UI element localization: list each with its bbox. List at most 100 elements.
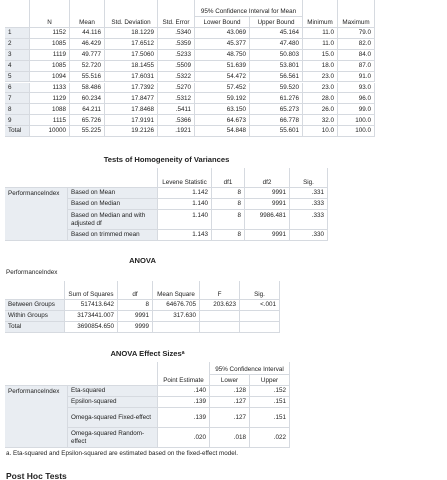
- value-cell: 9991: [118, 311, 153, 322]
- column-header: Std. Error: [158, 0, 195, 28]
- value-cell: 66.778: [250, 115, 303, 127]
- value-cell: [200, 322, 240, 333]
- row-label: 2: [5, 38, 30, 50]
- value-cell: 1129: [30, 93, 70, 105]
- value-cell: 1088: [30, 104, 70, 116]
- value-cell: <.001: [240, 300, 280, 311]
- value-cell: 48.750: [195, 49, 250, 61]
- value-cell: .5509: [158, 60, 195, 72]
- column-header: df: [118, 281, 153, 300]
- column-header: F: [200, 281, 240, 300]
- value-cell: 63.150: [195, 104, 250, 116]
- value-cell: 1.140: [158, 210, 212, 230]
- value-cell: .5340: [158, 28, 195, 39]
- value-cell: 1094: [30, 71, 70, 83]
- column-header: N: [30, 0, 70, 28]
- column-header: Mean: [70, 0, 105, 28]
- row-label: Omega-squared Random-effect: [68, 428, 158, 448]
- column-header: Sig.: [290, 168, 328, 188]
- value-cell: 84.0: [338, 49, 375, 61]
- footnote-marker: a: [181, 350, 185, 357]
- value-cell: 57.452: [195, 82, 250, 94]
- column-header: Minimum: [303, 0, 338, 28]
- value-cell: 8: [118, 300, 153, 311]
- value-cell: .151: [250, 397, 290, 408]
- value-cell: 18.0: [303, 60, 338, 72]
- value-cell: 18.1455: [105, 60, 158, 72]
- value-cell: 91.0: [338, 71, 375, 83]
- value-cell: 9986.481: [245, 210, 290, 230]
- value-cell: 60.234: [70, 93, 105, 105]
- value-cell: 43.069: [195, 28, 250, 39]
- row-label: Based on Median: [68, 199, 158, 210]
- value-cell: 100.0: [338, 115, 375, 127]
- value-cell: 50.803: [250, 49, 303, 61]
- row-label: 1: [5, 28, 30, 39]
- row-label: Total: [5, 126, 30, 137]
- value-cell: 23.0: [303, 82, 338, 94]
- value-cell: .020: [158, 428, 210, 448]
- value-cell: 1.140: [158, 199, 212, 210]
- row-label: 9: [5, 115, 30, 127]
- table-title: ANOVA Effect Sizes a: [110, 348, 185, 358]
- value-cell: [240, 322, 280, 333]
- value-cell: 56.561: [250, 71, 303, 83]
- column-header: Std. Deviation: [105, 0, 158, 28]
- value-cell: .333: [290, 199, 328, 210]
- value-cell: .1921: [158, 126, 195, 137]
- value-cell: .127: [210, 408, 250, 428]
- row-label: 8: [5, 104, 30, 116]
- column-header: df1: [212, 168, 245, 188]
- value-cell: [240, 311, 280, 322]
- value-cell: .152: [250, 386, 290, 397]
- row-label: 6: [5, 82, 30, 94]
- value-cell: 79.0: [338, 28, 375, 39]
- value-cell: .140: [158, 386, 210, 397]
- value-cell: 15.0: [303, 49, 338, 61]
- column-header: Point Estimate: [158, 362, 210, 386]
- value-cell: 64676.705: [153, 300, 200, 311]
- value-cell: 10.0: [303, 126, 338, 137]
- value-cell: 19.2126: [105, 126, 158, 137]
- value-cell: 1119: [30, 49, 70, 61]
- value-cell: .333: [290, 210, 328, 230]
- value-cell: .018: [210, 428, 250, 448]
- value-cell: 61.276: [250, 93, 303, 105]
- value-cell: 1133: [30, 82, 70, 94]
- value-cell: 17.6031: [105, 71, 158, 83]
- value-cell: .5411: [158, 104, 195, 116]
- row-label: Based on Mean: [68, 188, 158, 199]
- value-cell: .5312: [158, 93, 195, 105]
- value-cell: 1085: [30, 38, 70, 50]
- value-cell: 517413.642: [65, 300, 118, 311]
- value-cell: 87.0: [338, 60, 375, 72]
- value-cell: 65.726: [70, 115, 105, 127]
- value-cell: 54.848: [195, 126, 250, 137]
- value-cell: 45.164: [250, 28, 303, 39]
- value-cell: 82.0: [338, 38, 375, 50]
- row-label: Between Groups: [5, 300, 65, 311]
- value-cell: .151: [250, 408, 290, 428]
- value-cell: 52.720: [70, 60, 105, 72]
- value-cell: 17.7392: [105, 82, 158, 94]
- value-cell: 11.0: [303, 38, 338, 50]
- value-cell: 23.0: [303, 71, 338, 83]
- value-cell: 54.472: [195, 71, 250, 83]
- value-cell: 1152: [30, 28, 70, 39]
- column-header: Lower: [210, 375, 250, 386]
- value-cell: .5270: [158, 82, 195, 94]
- value-cell: 26.0: [303, 104, 338, 116]
- variable-label: PerformanceIndex: [5, 386, 68, 448]
- value-cell: 8: [212, 199, 245, 210]
- value-cell: 55.516: [70, 71, 105, 83]
- value-cell: 9999: [118, 322, 153, 333]
- value-cell: 51.639: [195, 60, 250, 72]
- value-cell: .5359: [158, 38, 195, 50]
- column-header: Sig.: [240, 281, 280, 300]
- value-cell: 8: [212, 230, 245, 241]
- row-label: 4: [5, 60, 30, 72]
- value-cell: .5233: [158, 49, 195, 61]
- row-label: Epsilon-squared: [68, 397, 158, 408]
- header-cell: [5, 281, 65, 300]
- value-cell: .139: [158, 408, 210, 428]
